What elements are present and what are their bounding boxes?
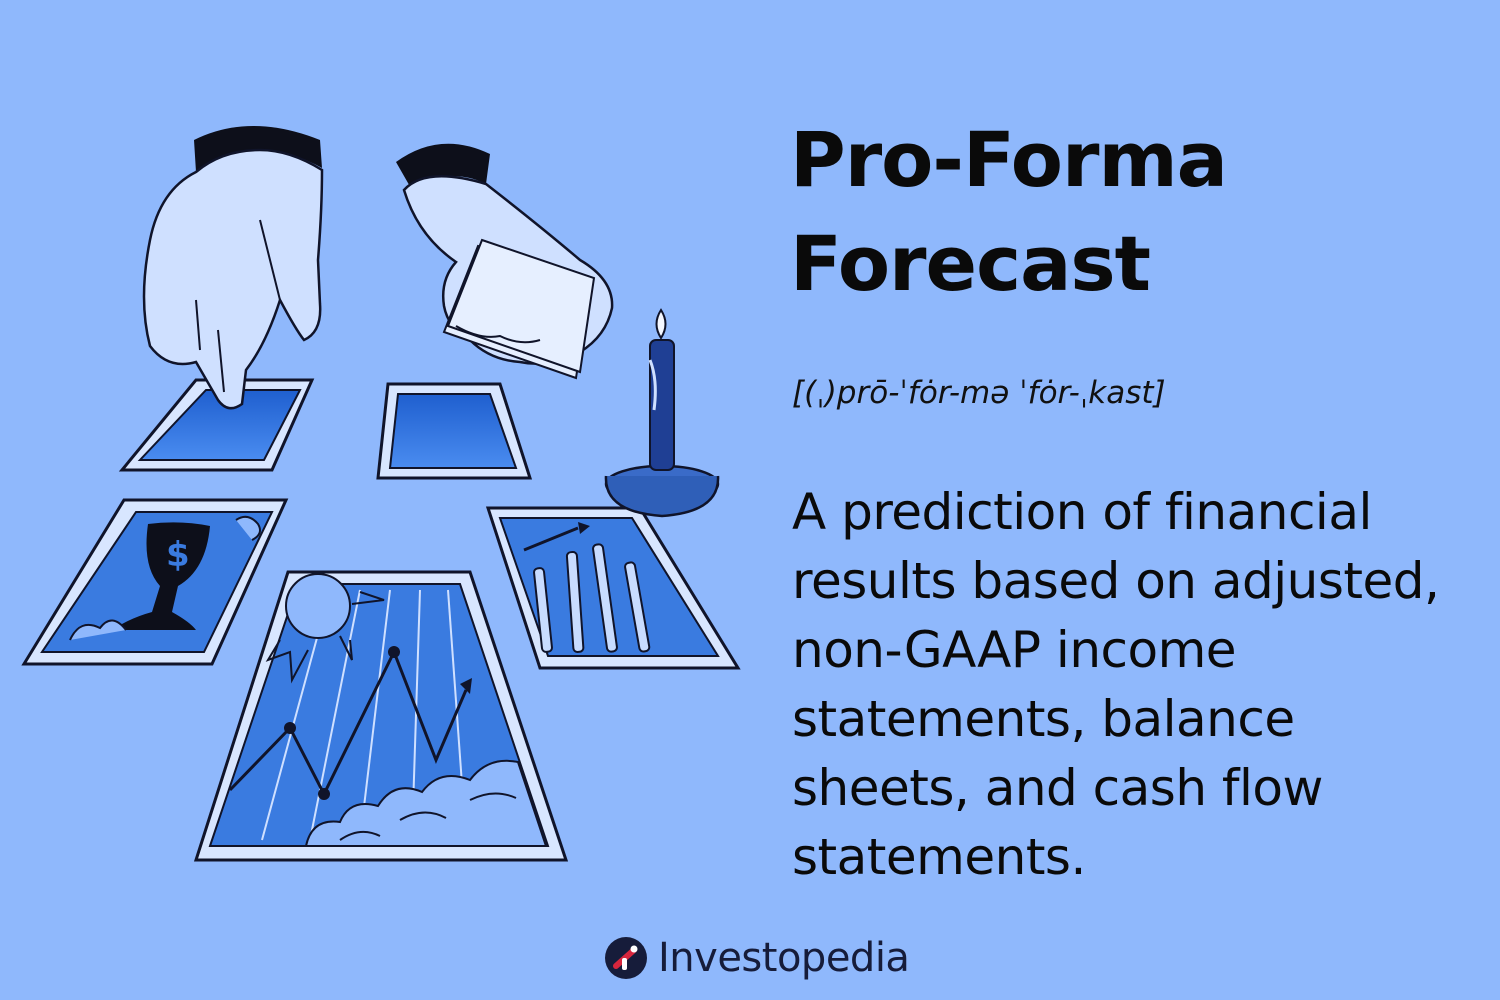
definition-text: A prediction of financial results based …: [792, 478, 1472, 892]
investopedia-logo-icon: [605, 937, 647, 979]
hand-pointing-icon: [142, 126, 324, 410]
tarot-card-icon: [118, 378, 315, 472]
zigzag-trend-arrow-icon: [523, 522, 590, 552]
definition-line: A prediction of financial: [792, 483, 1372, 541]
tarot-illustration: $: [21, 126, 741, 862]
definition-line: results based on adjusted,: [792, 552, 1440, 610]
tarot-card-icon: [376, 382, 533, 480]
tarot-card-icon: [193, 570, 569, 862]
definition-line: sheets, and cash flow: [792, 759, 1323, 817]
pronunciation: [(ˌ)prō-ˈfȯr-mə ˈfȯr-ˌkast]: [792, 375, 1166, 411]
candle-icon: [604, 308, 720, 518]
tarot-card-icon: [485, 506, 741, 670]
zigzag-trend-arrow-icon: [228, 646, 472, 800]
brand-logo[interactable]: Investopedia: [604, 932, 910, 984]
brand-name: Investopedia: [658, 935, 910, 981]
tarot-card-icon: $: [21, 498, 289, 666]
sun-icon: [265, 573, 385, 684]
page-title: Pro-Forma Forecast: [790, 108, 1470, 316]
title-line-1: Pro-Forma: [790, 115, 1228, 204]
definition-line: non-GAAP income: [792, 621, 1237, 679]
svg-text:$: $: [166, 535, 190, 575]
title-line-2: Forecast: [790, 219, 1151, 308]
definition-line: statements, balance: [792, 690, 1295, 748]
cloud-icon: [304, 759, 548, 847]
definition-line: statements.: [792, 828, 1086, 886]
hand-holding-cards-icon: [396, 143, 614, 380]
chalice-dollar-icon: $: [112, 522, 210, 630]
wands-icon: [533, 543, 651, 653]
